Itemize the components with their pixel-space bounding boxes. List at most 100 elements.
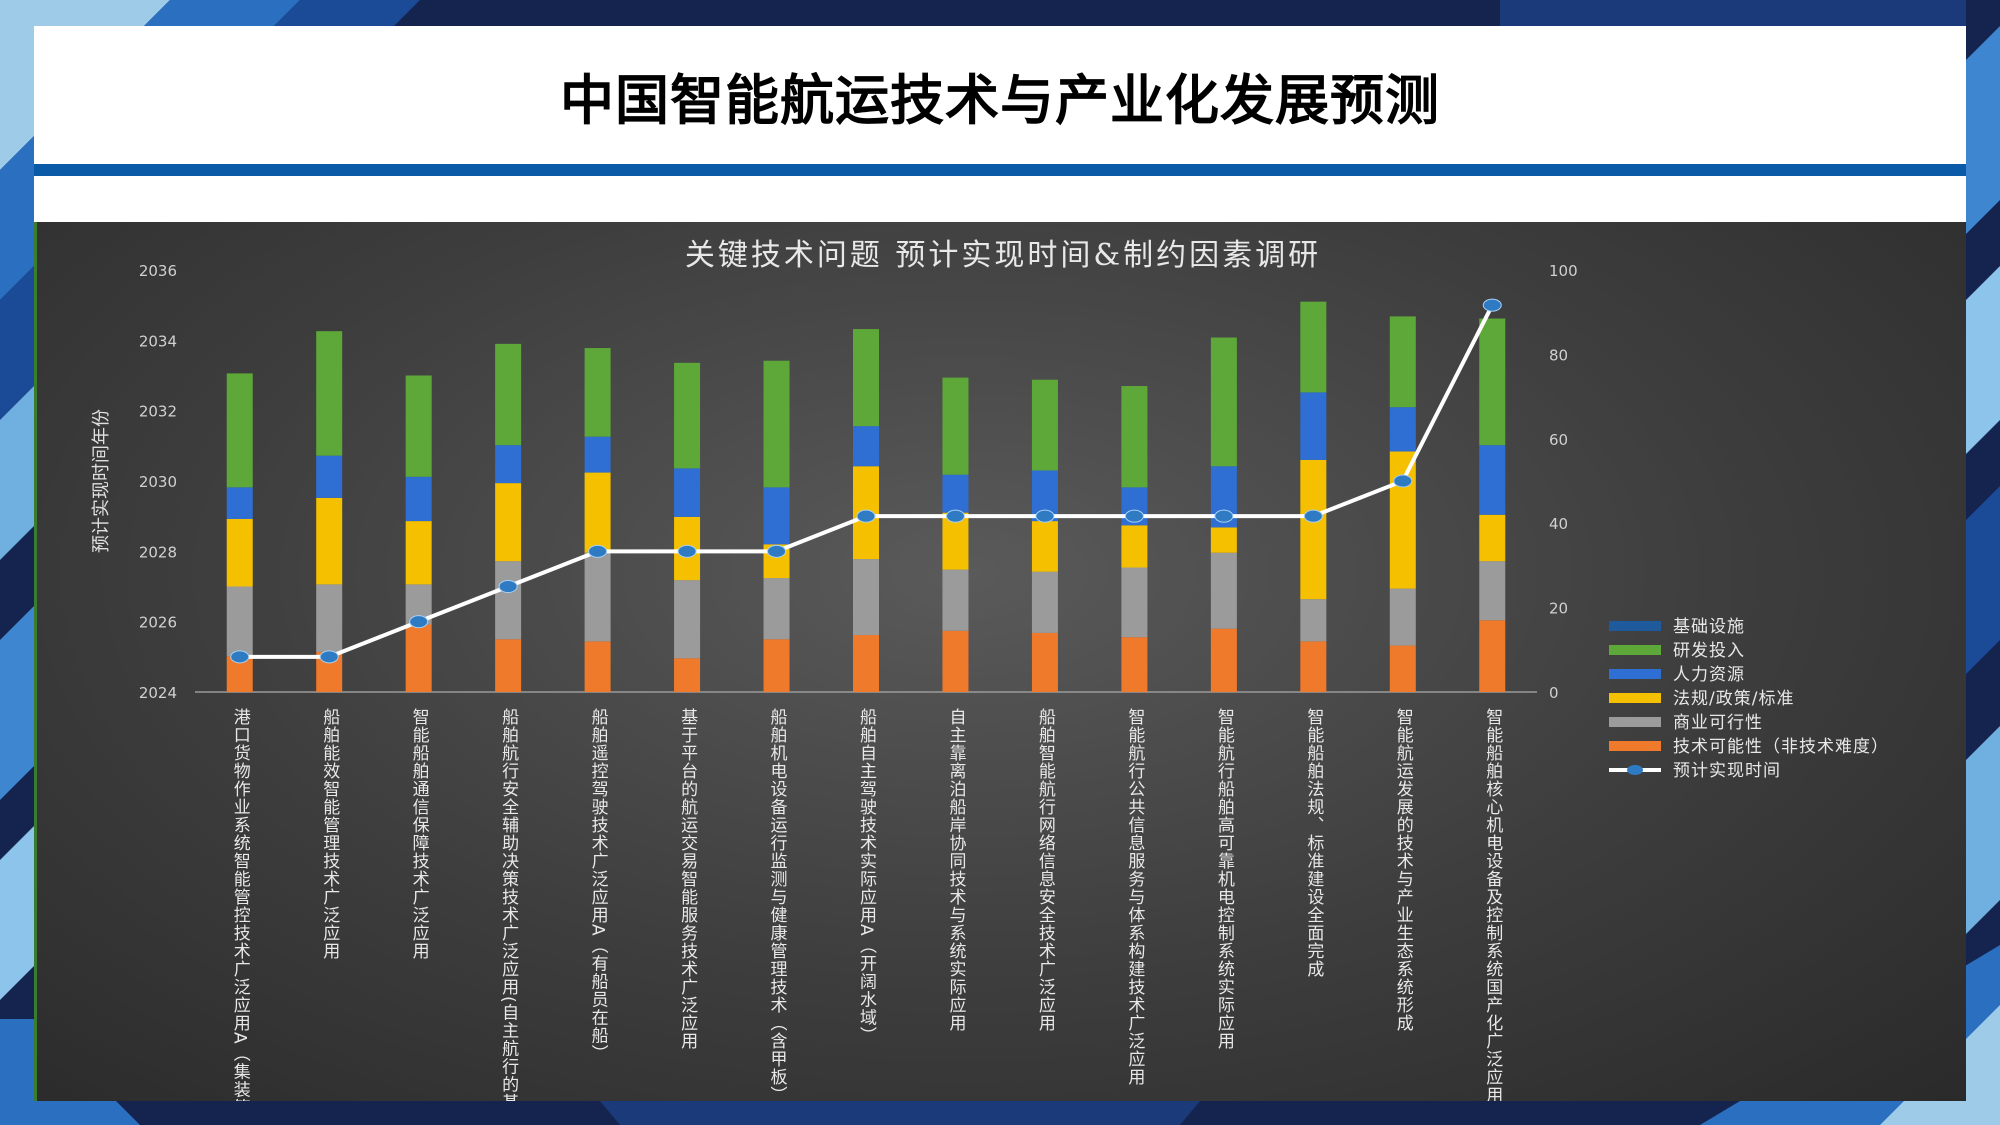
bar-segment bbox=[763, 487, 790, 545]
bar-segment bbox=[495, 483, 522, 562]
chart-panel: 关键技术问题 预计实现时间&制约因素调研 2024 2026 2028 2030 203… bbox=[34, 222, 1966, 1101]
y2-tick-label: 40 bbox=[1549, 515, 1568, 533]
y-tick-label: 2032 bbox=[139, 403, 177, 421]
bar-segment bbox=[1031, 571, 1058, 633]
legend-swatch bbox=[1609, 645, 1661, 655]
bar-segment bbox=[1210, 527, 1237, 553]
bar-segment bbox=[1389, 588, 1416, 646]
bar-segment bbox=[674, 658, 701, 692]
bar-segment bbox=[1479, 445, 1506, 515]
x-tick-label: 智能航行船舶高可靠机电控制系统实际应用 bbox=[1214, 708, 1235, 1050]
legend-label: 技术可能性（非技术难度） bbox=[1673, 737, 1889, 757]
legend-label: 研发投入 bbox=[1673, 641, 1745, 661]
y-tick-label: 2030 bbox=[139, 473, 177, 491]
bar-segment bbox=[942, 474, 969, 513]
line-point bbox=[1482, 298, 1502, 312]
y2-tick-label: 80 bbox=[1549, 346, 1568, 364]
line-point bbox=[230, 650, 250, 664]
bar-segment bbox=[1389, 451, 1416, 589]
bar-segment bbox=[1210, 337, 1237, 467]
bar-segment bbox=[1031, 632, 1058, 692]
line-point bbox=[945, 509, 965, 523]
bar-segment bbox=[405, 375, 432, 477]
bar-segment bbox=[853, 635, 879, 692]
line-point bbox=[767, 544, 787, 558]
bar-segment bbox=[1389, 645, 1416, 692]
legend-swatch bbox=[1609, 741, 1661, 751]
y2-tick-label: 20 bbox=[1549, 600, 1568, 618]
bar-segment bbox=[495, 639, 522, 692]
bar-segment bbox=[1210, 552, 1237, 629]
line-point bbox=[409, 615, 429, 629]
legend-label: 基础设施 bbox=[1673, 617, 1745, 637]
line-point bbox=[1393, 474, 1413, 488]
x-tick-label: 智能船舶核心机电设备及控制系统国产化广泛应用 bbox=[1482, 708, 1503, 1101]
x-tick-label: 智能船舶法规、标准建设全面完成 bbox=[1303, 708, 1324, 978]
bar-segment bbox=[674, 468, 701, 517]
legend-swatch bbox=[1609, 669, 1661, 679]
bar-segment bbox=[1300, 301, 1327, 393]
line-point bbox=[677, 544, 697, 558]
bar-segment bbox=[1031, 521, 1058, 572]
bar-segment bbox=[584, 472, 611, 553]
bar-segment bbox=[226, 373, 253, 488]
bar-segment bbox=[1389, 316, 1416, 408]
line-point bbox=[1214, 509, 1234, 523]
bar-segment bbox=[316, 331, 343, 456]
bar-segment bbox=[226, 586, 253, 657]
bar-segment bbox=[316, 584, 343, 652]
bar-segment bbox=[405, 476, 432, 522]
bar-segment bbox=[763, 639, 790, 692]
legend-label: 商业可行性 bbox=[1673, 713, 1763, 733]
bar-segment bbox=[405, 521, 432, 585]
legend-label: 人力资源 bbox=[1673, 665, 1745, 685]
legend-swatch bbox=[1609, 621, 1661, 631]
bar-segment bbox=[1300, 641, 1327, 692]
bar-segment bbox=[495, 445, 522, 484]
bar-segment bbox=[495, 343, 522, 446]
bar-segment bbox=[1479, 620, 1506, 692]
y-tick-label: 2026 bbox=[139, 614, 177, 632]
line-point bbox=[319, 650, 339, 664]
x-tick-label: 自主靠离泊船岸协同技术与系统实际应用 bbox=[945, 708, 966, 1032]
line-point bbox=[498, 580, 518, 593]
bar-segment bbox=[674, 362, 701, 469]
bar-segment bbox=[1300, 599, 1327, 642]
bar-segment bbox=[584, 641, 611, 692]
bar-segment bbox=[226, 487, 253, 519]
bar-segment bbox=[942, 377, 969, 475]
bar-segment bbox=[1121, 637, 1148, 692]
legend-line-marker bbox=[1627, 765, 1643, 775]
bar-segment bbox=[1300, 392, 1327, 460]
bar-segment bbox=[1479, 514, 1506, 562]
bar-segment bbox=[1121, 567, 1148, 638]
legend-label: 预计实现时间 bbox=[1673, 761, 1781, 781]
bar-segment bbox=[584, 348, 611, 437]
y2-tick-label: 60 bbox=[1549, 431, 1568, 449]
line-point bbox=[1303, 509, 1323, 523]
sub-header-strip bbox=[34, 176, 1966, 222]
x-tick-label: 船舶能效智能管理技术广泛应用 bbox=[319, 708, 340, 960]
x-tick-label: 船舶机电设备运行监测与健康管理技术（含甲板）广泛应用 bbox=[767, 708, 788, 1101]
x-tick-label: 智能船舶通信保障技术广泛应用 bbox=[409, 708, 430, 960]
y-axis-label: 预计实现时间年份 bbox=[91, 409, 112, 553]
bar-segment bbox=[942, 569, 969, 631]
bar-segment bbox=[674, 580, 701, 659]
y2-tick-label: 0 bbox=[1549, 684, 1559, 702]
bar-segment bbox=[226, 518, 253, 587]
bar-segment bbox=[1479, 561, 1506, 621]
bar-segment bbox=[942, 630, 969, 692]
bar-segment bbox=[1121, 525, 1148, 568]
bar-segment bbox=[853, 426, 879, 467]
bar-segment bbox=[1210, 628, 1237, 692]
x-tick-label: 船舶自主驾驶技术实际应用A（开阔水域） bbox=[856, 708, 877, 1045]
bar-segment bbox=[853, 559, 879, 636]
legend-label: 法规/政策/标准 bbox=[1673, 689, 1794, 709]
legend-swatch bbox=[1609, 693, 1661, 703]
bar-segment bbox=[405, 624, 432, 692]
bar-segment bbox=[1300, 459, 1327, 600]
bar-segment bbox=[763, 360, 790, 488]
line-point bbox=[588, 544, 608, 558]
legend-swatch bbox=[1609, 717, 1661, 727]
x-tick-label: 智能航行公共信息服务与体系构建技术广泛应用 bbox=[1124, 708, 1145, 1086]
